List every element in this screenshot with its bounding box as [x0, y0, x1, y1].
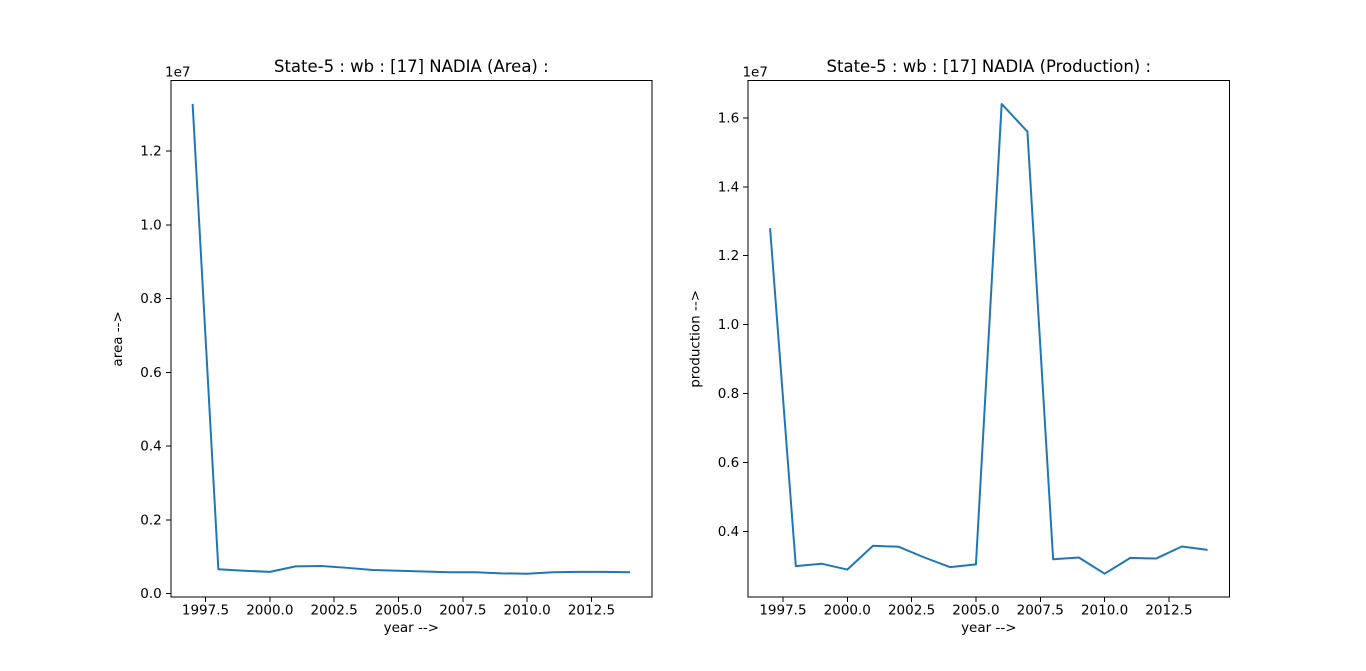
x-axis-label: year -->	[384, 620, 439, 636]
x-tick-label: 2012.5	[568, 603, 615, 619]
x-tick-label: 2005.0	[952, 603, 999, 619]
y-tick-label: 1.2	[718, 248, 739, 264]
y-tick-label: 0.4	[140, 439, 161, 455]
x-tick-label: 2010.0	[504, 603, 551, 619]
y-tick-label: 1.4	[718, 179, 739, 195]
x-tick-label: 2002.5	[888, 603, 935, 619]
x-tick-label: 2010.0	[1081, 603, 1128, 619]
x-axis-label: year -->	[961, 620, 1016, 636]
chart-area: 1997.5 2000.0 2002.5 2005.0 2007.5 2010.0 2012…	[110, 57, 653, 636]
x-tick-label: 2000.0	[246, 603, 293, 619]
x-tick-label: 2007.5	[439, 603, 486, 619]
y-axis-offset-text: 1e7	[165, 65, 190, 81]
y-tick-label: 0.4	[718, 524, 739, 540]
y-tick-label: 1.6	[718, 110, 739, 126]
axes-spines	[747, 80, 1230, 598]
y-tick-label: 0.2	[140, 512, 161, 528]
y-tick-label: 0.8	[140, 291, 161, 307]
y-axis-label: area -->	[110, 311, 126, 366]
x-tick-label: 2005.0	[375, 603, 422, 619]
x-tick-label: 2007.5	[1017, 603, 1064, 619]
axes-spines	[170, 80, 653, 598]
y-tick-label: 0.0	[140, 586, 161, 602]
data-line-production	[769, 102, 1208, 575]
x-tick-label: 2002.5	[311, 603, 358, 619]
y-axis-label: production -->	[688, 290, 704, 388]
y-tick-label: 0.6	[718, 455, 739, 471]
x-tick-label: 2000.0	[824, 603, 871, 619]
y-tick-label: 0.8	[718, 386, 739, 402]
chart-title: State-5 : wb : [17] NADIA (Area) :	[274, 57, 549, 76]
y-axis-offset-text: 1e7	[742, 65, 767, 81]
x-tick-label: 1997.5	[759, 603, 806, 619]
x-tick-label: 2012.5	[1145, 603, 1192, 619]
chart-title: State-5 : wb : [17] NADIA (Production) :	[827, 57, 1152, 76]
y-tick-label: 1.0	[718, 317, 739, 333]
y-tick-label: 0.6	[140, 365, 161, 381]
chart-production: 1997.5 2000.0 2002.5 2005.0 2007.5 2010.0 2012…	[688, 57, 1230, 636]
x-tick-label: 1997.5	[182, 603, 229, 619]
y-tick-label: 1.2	[140, 144, 161, 160]
data-line-area	[191, 103, 631, 575]
y-tick-label: 1.0	[140, 217, 161, 233]
